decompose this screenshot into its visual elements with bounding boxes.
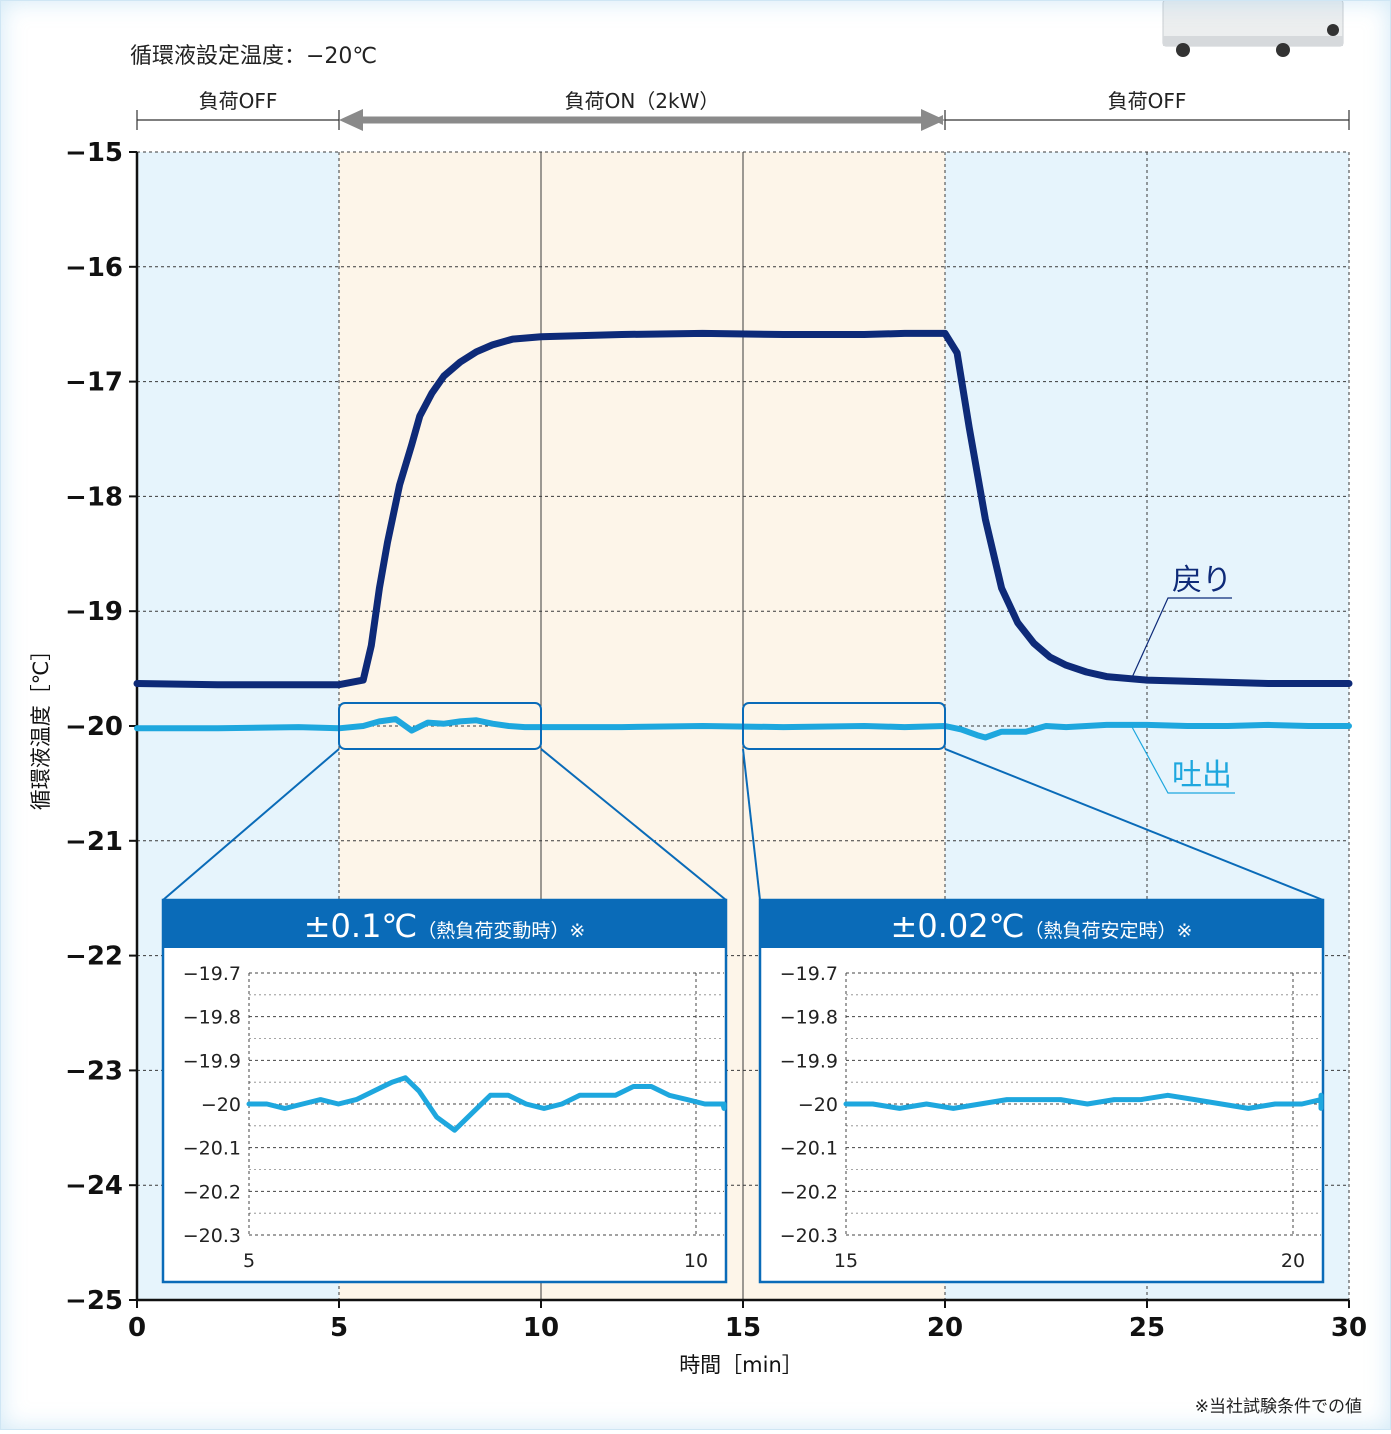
zoom-connector <box>162 748 340 901</box>
zoom-region-1 <box>338 702 542 750</box>
y-tick-label: −24 <box>65 1171 123 1201</box>
footnote: ※当社試験条件での値 <box>1195 1397 1362 1417</box>
inset-y-tick-label: −19.7 <box>780 963 838 985</box>
x-tick-label: 0 <box>128 1313 146 1343</box>
x-tick-label: 5 <box>330 1313 348 1343</box>
y-tick-label: −19 <box>65 597 123 627</box>
y-tick-label: −21 <box>65 827 123 857</box>
inset-y-tick-label: −20 <box>201 1094 241 1116</box>
series-line-return <box>133 329 1353 689</box>
inset-title: ±0.1℃（熱負荷変動時）※ <box>304 907 586 945</box>
arrowhead-left <box>339 109 363 131</box>
y-tick-label: −22 <box>65 942 123 972</box>
inset-x-tick-label: 15 <box>834 1250 858 1272</box>
phase-annotations: 負荷OFF 負荷ON（2kW） 負荷OFF <box>136 89 1350 131</box>
x-tick-label: 20 <box>927 1313 963 1343</box>
phase-label-3: 負荷OFF <box>1108 89 1187 113</box>
zoom-regions <box>162 702 1324 901</box>
inset-chart-2: ±0.02℃（熱負荷安定時）※ −19.7 −19.8 −19.9 −20 −20.1 −2… <box>758 898 1325 1284</box>
inset-y-tick-label: −19.8 <box>780 1007 838 1029</box>
zoom-connector <box>540 748 727 901</box>
x-tick-label: 30 <box>1331 1313 1367 1343</box>
y-tick-label: −23 <box>65 1056 123 1086</box>
axes: −15 −16 −17 −18 −19 −20 −21 −22 −23 −24 −250 5 10 15 2… <box>65 138 1367 1343</box>
x-axis-title: 時間［min］ <box>679 1353 803 1377</box>
inset-y-tick-label: −19.9 <box>780 1050 838 1072</box>
phase-label-2: 負荷ON（2kW） <box>565 89 720 113</box>
y-tick-label: −20 <box>65 712 123 742</box>
inset-y-tick-label: −19.9 <box>183 1050 241 1072</box>
inset-y-tick-label: −20.2 <box>183 1181 241 1203</box>
inset-header <box>760 900 1323 948</box>
inset-title-main: ±0.1℃ <box>304 907 418 945</box>
zoom-connector <box>944 748 1324 901</box>
x-tick-label: 15 <box>725 1313 761 1343</box>
arrowhead-right <box>921 109 945 131</box>
inset-frame <box>758 898 1325 1284</box>
y-axis-title: 循環液温度［℃］ <box>29 640 53 811</box>
inset-x-tick-label: 20 <box>1281 1250 1305 1272</box>
x-tick-label: 10 <box>523 1313 559 1343</box>
inset-title-sub: （熱負荷安定時）※ <box>1025 920 1193 942</box>
inset-y-tick-label: −19.8 <box>183 1007 241 1029</box>
inset-x-tick-label: 10 <box>684 1250 708 1272</box>
product-image <box>1162 0 1344 57</box>
inset-y-tick-label: −20.3 <box>183 1225 241 1247</box>
series-label-return: 戻り <box>1172 563 1232 598</box>
zoom-connector <box>742 748 761 901</box>
inset-title: ±0.02℃（熱負荷安定時）※ <box>891 907 1193 945</box>
phase-label-1: 負荷OFF <box>199 89 278 113</box>
setpoint-label: 循環液設定温度：−20℃ <box>130 44 377 69</box>
series-label-discharge: 吐出 <box>1172 758 1232 793</box>
inset-y-tick-label: −20.3 <box>780 1225 838 1247</box>
y-tick-label: −15 <box>65 138 123 168</box>
y-tick-label: −18 <box>65 482 123 512</box>
inset-y-tick-label: −20 <box>798 1094 838 1116</box>
inset-header <box>163 900 726 948</box>
insets: ±0.1℃（熱負荷変動時）※ −19.7 −19.8 −19.9 −20 −20.1 −20… <box>161 898 1325 1284</box>
inset-y-tick-label: −20.2 <box>780 1181 838 1203</box>
inset-title-main: ±0.02℃ <box>891 907 1025 945</box>
series-label-leader-return <box>1130 597 1232 681</box>
series-label-leader-discharge <box>1130 724 1235 794</box>
y-tick-label: −17 <box>65 368 123 398</box>
y-tick-label: −16 <box>65 253 123 283</box>
inset-y-tick-label: −19.7 <box>183 963 241 985</box>
inset-y-tick-label: −20.1 <box>780 1138 838 1160</box>
inset-series-line <box>246 1075 727 1133</box>
inset-series-line <box>843 1092 1324 1111</box>
inset-title-sub: （熱負荷変動時）※ <box>417 920 585 942</box>
y-tick-label: −25 <box>65 1286 123 1316</box>
zoom-region-2 <box>742 702 946 750</box>
inset-x-tick-label: 5 <box>243 1250 255 1272</box>
x-tick-label: 25 <box>1129 1313 1165 1343</box>
inset-frame <box>161 898 728 1284</box>
inset-y-tick-label: −20.1 <box>183 1138 241 1160</box>
inset-chart-1: ±0.1℃（熱負荷変動時）※ −19.7 −19.8 −19.9 −20 −20.1 −20… <box>161 898 728 1284</box>
